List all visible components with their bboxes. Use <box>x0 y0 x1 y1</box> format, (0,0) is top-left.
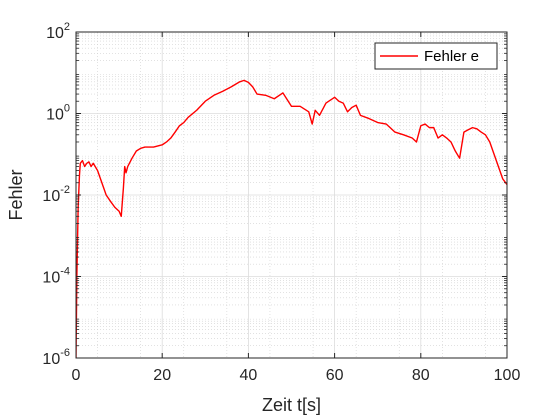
x-tick-labels: 0 20 40 60 80 100 <box>72 367 521 384</box>
tick-marks <box>75 31 508 359</box>
x-tick-label: 100 <box>494 367 521 384</box>
y-tick-label: 10-6 <box>42 347 70 368</box>
y-axis-label: Fehler <box>6 169 26 220</box>
legend: Fehler e <box>374 42 498 70</box>
x-tick-label: 40 <box>240 367 258 384</box>
x-tick-label: 20 <box>153 367 171 384</box>
y-tick-label: 10-2 <box>42 184 70 205</box>
x-tick-label: 0 <box>72 367 81 384</box>
x-tick-label: 80 <box>412 367 430 384</box>
y-tick-label: 10-4 <box>42 266 70 287</box>
series-line-fehler-e <box>76 79 507 358</box>
series-layer <box>76 79 507 358</box>
x-axis-label: Zeit t[s] <box>262 395 321 415</box>
y-tick-label: 100 <box>46 103 70 124</box>
y-tick-labels: 10-6 10-4 10-2 100 102 <box>42 21 70 368</box>
y-tick-label: 102 <box>46 21 70 42</box>
legend-label-fehler-e: Fehler e <box>424 48 479 65</box>
x-tick-label: 60 <box>326 367 344 384</box>
